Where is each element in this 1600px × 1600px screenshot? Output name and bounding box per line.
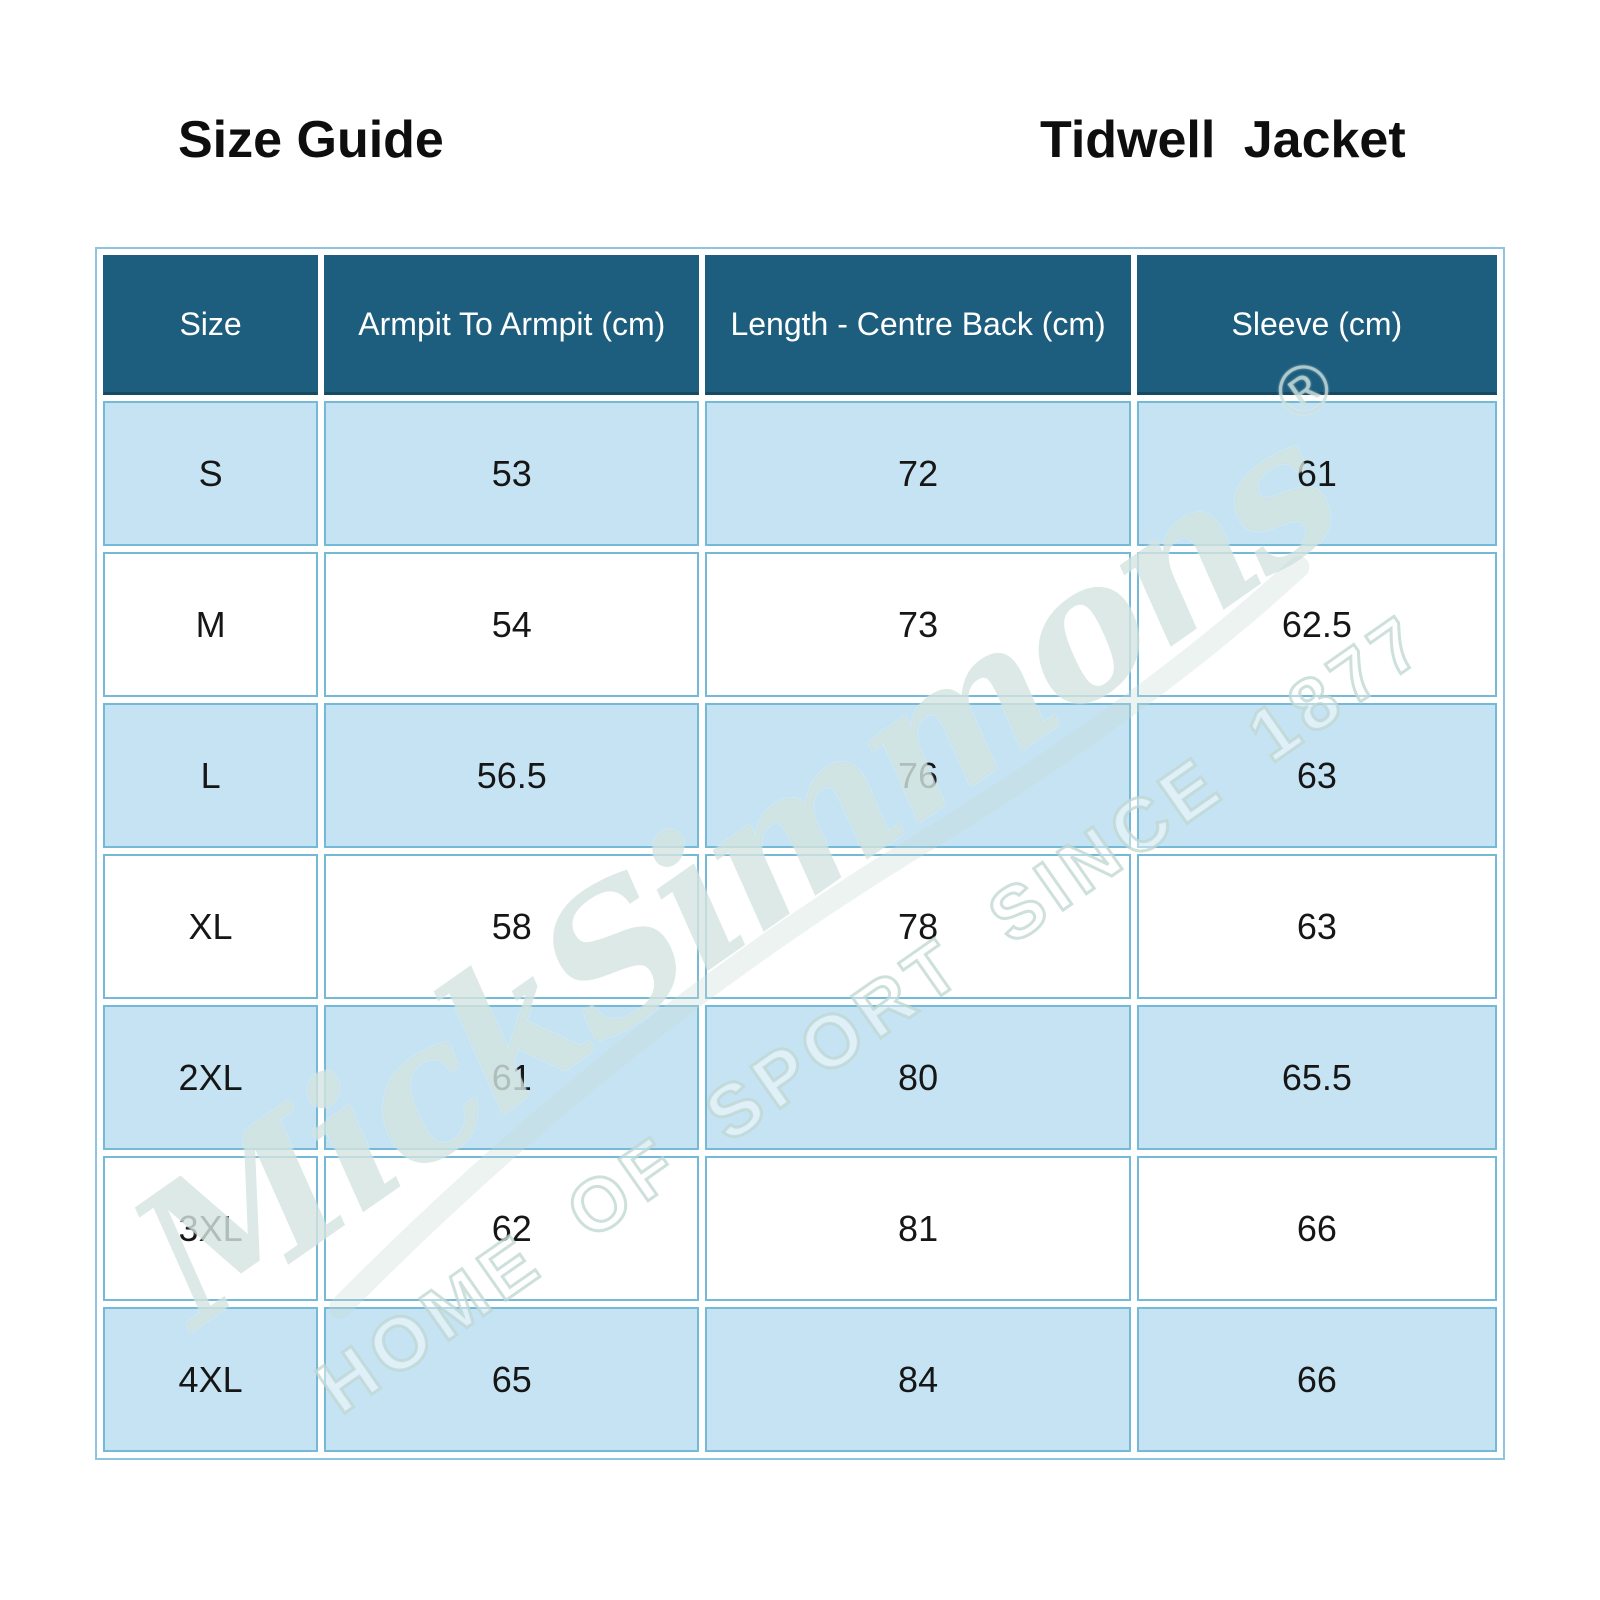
armpit-cell: 56.5 (324, 703, 700, 848)
size-chart-table: Size Armpit To Armpit (cm) Length - Cent… (95, 247, 1505, 1460)
product-title: Tidwell Jacket (1040, 111, 1406, 169)
table-row-xl: XL 58 78 63 (103, 854, 1497, 999)
length-cell: 84 (705, 1307, 1131, 1452)
armpit-cell: 53 (324, 401, 700, 546)
length-cell: 81 (705, 1156, 1131, 1301)
table-row-s: S 53 72 61 (103, 401, 1497, 546)
table-body: S 53 72 61 M 54 73 62.5 L 56.5 76 63 XL … (103, 401, 1497, 1452)
page-title: Size Guide (178, 111, 444, 169)
sleeve-cell: 63 (1136, 703, 1497, 848)
sleeve-cell: 66 (1136, 1307, 1497, 1452)
size-cell: M (103, 552, 319, 697)
table-row-l: L 56.5 76 63 (103, 703, 1497, 848)
sleeve-cell: 66 (1136, 1156, 1497, 1301)
size-cell: L (103, 703, 319, 848)
armpit-cell: 54 (324, 552, 700, 697)
table-row-4xl: 4XL 65 84 66 (103, 1307, 1497, 1452)
header-row: Size Armpit To Armpit (cm) Length - Cent… (103, 255, 1497, 395)
table-row-2xl: 2XL 61 80 65.5 (103, 1005, 1497, 1150)
armpit-cell: 61 (324, 1005, 700, 1150)
length-cell: 76 (705, 703, 1131, 848)
length-cell: 80 (705, 1005, 1131, 1150)
column-header-sleeve: Sleeve (cm) (1136, 255, 1497, 395)
armpit-cell: 58 (324, 854, 700, 999)
length-cell: 73 (705, 552, 1131, 697)
table-header: Size Armpit To Armpit (cm) Length - Cent… (103, 255, 1497, 395)
size-cell: 3XL (103, 1156, 319, 1301)
size-cell: XL (103, 854, 319, 999)
sleeve-cell: 62.5 (1136, 552, 1497, 697)
table-row-m: M 54 73 62.5 (103, 552, 1497, 697)
armpit-cell: 62 (324, 1156, 700, 1301)
sleeve-cell: 61 (1136, 401, 1497, 546)
column-header-armpit: Armpit To Armpit (cm) (324, 255, 700, 395)
length-cell: 72 (705, 401, 1131, 546)
sleeve-cell: 65.5 (1136, 1005, 1497, 1150)
sleeve-cell: 63 (1136, 854, 1497, 999)
length-cell: 78 (705, 854, 1131, 999)
column-header-size: Size (103, 255, 319, 395)
table-row-3xl: 3XL 62 81 66 (103, 1156, 1497, 1301)
size-cell: 4XL (103, 1307, 319, 1452)
size-cell: 2XL (103, 1005, 319, 1150)
size-cell: S (103, 401, 319, 546)
column-header-length: Length - Centre Back (cm) (705, 255, 1131, 395)
armpit-cell: 65 (324, 1307, 700, 1452)
